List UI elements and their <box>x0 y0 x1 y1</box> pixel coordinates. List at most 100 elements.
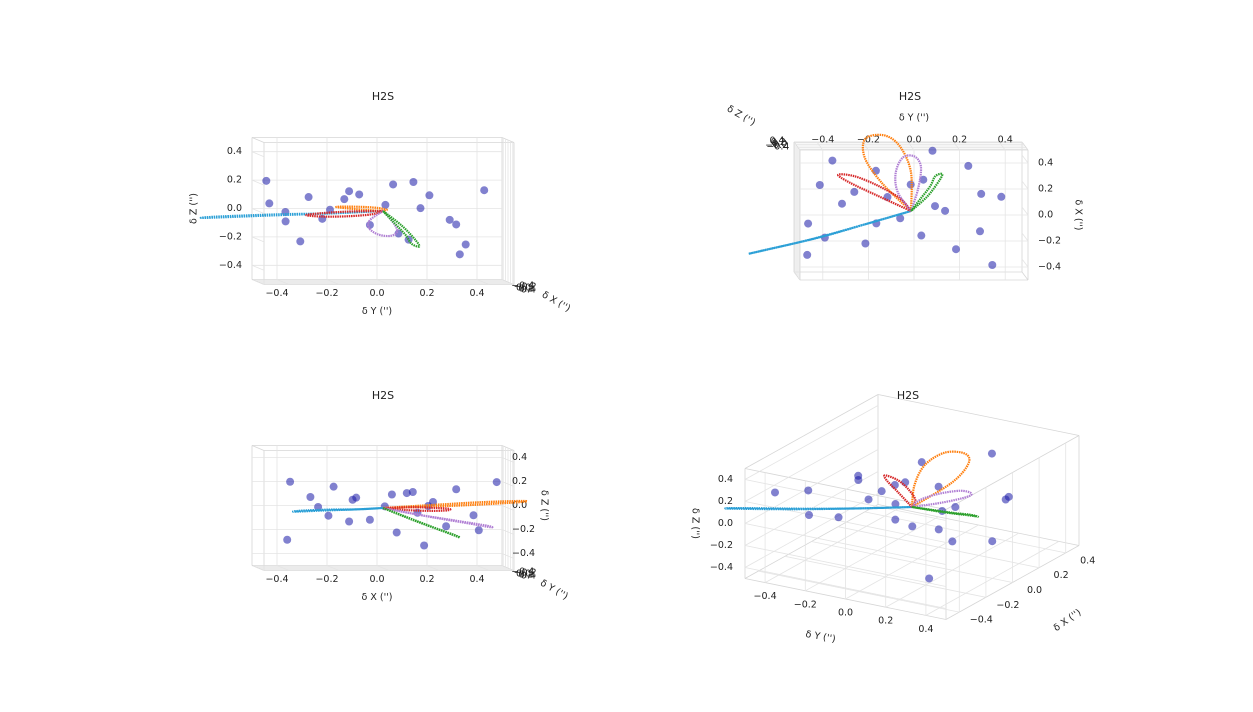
x-tick-label: 0.0 <box>369 574 384 585</box>
grid-line <box>501 505 515 511</box>
chart-title: H2S <box>897 389 919 402</box>
scatter-point <box>834 513 843 522</box>
scatter-point <box>345 517 354 526</box>
scatter-point <box>987 449 996 458</box>
y-tick-label: 0.4 <box>998 135 1013 146</box>
z-tick-label: −0.2 <box>219 231 242 242</box>
scatter-point <box>977 189 986 198</box>
grid-line <box>845 524 979 600</box>
grid-line <box>1021 154 1029 164</box>
scatter-point <box>340 195 349 204</box>
scatter-point <box>296 237 305 246</box>
x-tick-label: 0.0 <box>1027 585 1042 596</box>
y-tick-label: 0.4 <box>918 624 933 635</box>
y-tick-label: 0.2 <box>878 616 893 627</box>
y-axis-label: δ Y ('') <box>899 113 929 124</box>
x-tick-label: 0.4 <box>469 574 484 585</box>
z-tick-label: 0.2 <box>227 175 242 186</box>
scatter-point <box>951 503 960 512</box>
scatter-point <box>265 199 274 208</box>
grid-line <box>276 279 290 285</box>
z-tick-label: −0.4 <box>710 562 733 573</box>
y-tick-label: −0.2 <box>794 599 817 610</box>
scatter-point <box>420 541 429 550</box>
scatter-point <box>804 219 813 228</box>
scatter-point <box>283 535 292 544</box>
z-tick-label: 0.0 <box>512 500 527 511</box>
y-tick-label: 0.2 <box>952 135 967 146</box>
scatter-point <box>262 176 271 185</box>
grid-line <box>251 151 265 158</box>
z-tick-label: 0.0 <box>718 518 733 529</box>
y-tick-label: −0.2 <box>315 288 338 299</box>
grid-line <box>1021 180 1029 190</box>
orbit-line <box>910 172 944 212</box>
y-tick-label: 0.2 <box>419 288 434 299</box>
grid-line <box>251 236 265 243</box>
scatter-point <box>908 522 917 531</box>
scatter-point <box>365 515 374 524</box>
scatter-point <box>442 522 451 531</box>
scatter-point <box>469 511 478 520</box>
scatter-point <box>461 240 470 249</box>
scatter-point <box>931 202 939 211</box>
scatter-point <box>928 146 937 155</box>
scatter-point <box>452 220 461 229</box>
grid-line <box>1021 258 1029 268</box>
box-edge <box>877 394 1080 436</box>
z-axis-label: δ Z ('') <box>690 508 701 539</box>
orbit-line <box>382 506 494 529</box>
orbit-line <box>382 506 461 539</box>
z-tick-label: 0.2 <box>512 476 527 487</box>
scatter-point <box>455 250 464 259</box>
orbit-line <box>861 133 913 212</box>
scatter-point <box>392 528 401 537</box>
x-tick-label: −0.2 <box>996 600 1019 611</box>
scatter-point <box>838 199 846 208</box>
scatter-point <box>408 488 417 496</box>
scatter-point <box>861 239 870 248</box>
grid-line <box>764 508 899 583</box>
scatter-point <box>324 511 333 520</box>
orbit-line <box>382 210 421 248</box>
orbit-line <box>837 173 912 213</box>
box-edge <box>1021 271 1029 281</box>
grid-line <box>1021 232 1029 242</box>
orbit-line <box>894 154 923 212</box>
scatter-point <box>988 537 997 546</box>
scatter-point <box>402 489 411 498</box>
scatter-point <box>425 191 434 200</box>
scatter-point <box>964 161 973 170</box>
scatter-point <box>805 511 814 520</box>
z-axis-label: δ Z ('') <box>725 103 757 128</box>
grid-line <box>744 493 879 568</box>
y-axis-label: δ Y ('') <box>362 306 392 317</box>
y-axis-label: δ Y ('') <box>538 578 570 603</box>
z-tick-label: 0.2 <box>718 496 733 507</box>
grid-line <box>744 405 879 480</box>
scatter-point <box>864 495 873 504</box>
x-axis-label: δ X ('') <box>1073 200 1084 231</box>
x-tick-label: −0.2 <box>514 282 537 293</box>
scatter-point <box>492 478 501 487</box>
box-edge <box>251 137 265 143</box>
scatter-point <box>917 458 926 467</box>
scatter-point <box>934 525 943 534</box>
y-tick-label: −0.4 <box>811 135 834 146</box>
scatter-point <box>925 574 934 583</box>
x-axis-label: δ X ('') <box>1052 607 1084 634</box>
scatter-point <box>329 482 338 491</box>
x-tick-label: 0.2 <box>1038 184 1053 195</box>
scatter-point <box>877 487 886 496</box>
scatter-point <box>345 187 354 196</box>
scatter-point <box>890 481 899 490</box>
x-tick-label: 0.2 <box>518 284 533 295</box>
x-tick-label: 0.4 <box>1038 158 1053 169</box>
subplot: −0.4−0.20.00.20.4δ X ('')−0.4−0.20.00.20… <box>690 389 1096 645</box>
y-tick-label: 0.2 <box>518 570 533 581</box>
y-tick-label: −0.4 <box>511 567 534 578</box>
x-tick-label: −0.4 <box>970 615 993 626</box>
